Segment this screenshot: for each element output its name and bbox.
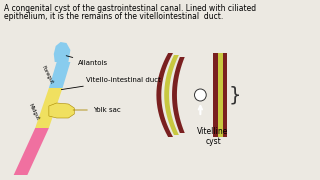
Polygon shape bbox=[49, 103, 74, 118]
Polygon shape bbox=[35, 88, 62, 128]
Polygon shape bbox=[54, 42, 70, 62]
Circle shape bbox=[195, 89, 206, 101]
Polygon shape bbox=[164, 55, 179, 135]
Text: Foregut: Foregut bbox=[40, 65, 54, 85]
Text: Vitello-intestinal duct: Vitello-intestinal duct bbox=[61, 77, 161, 90]
Text: Allantois: Allantois bbox=[66, 56, 108, 66]
Polygon shape bbox=[223, 53, 227, 137]
Polygon shape bbox=[49, 62, 70, 88]
Polygon shape bbox=[172, 57, 185, 133]
Text: epithelium, it is the remains of the vitellointestinal  duct.: epithelium, it is the remains of the vit… bbox=[4, 12, 223, 21]
Text: Midgut: Midgut bbox=[28, 103, 41, 121]
Text: Yolk sac: Yolk sac bbox=[73, 107, 121, 113]
Text: }: } bbox=[229, 86, 241, 105]
Text: Vitelline
cyst: Vitelline cyst bbox=[197, 127, 229, 146]
Text: A congenital cyst of the gastrointestinal canal. Lined with ciliated: A congenital cyst of the gastrointestina… bbox=[4, 4, 256, 13]
Polygon shape bbox=[213, 53, 218, 137]
Polygon shape bbox=[218, 53, 223, 137]
Polygon shape bbox=[156, 53, 173, 137]
Polygon shape bbox=[14, 128, 49, 175]
